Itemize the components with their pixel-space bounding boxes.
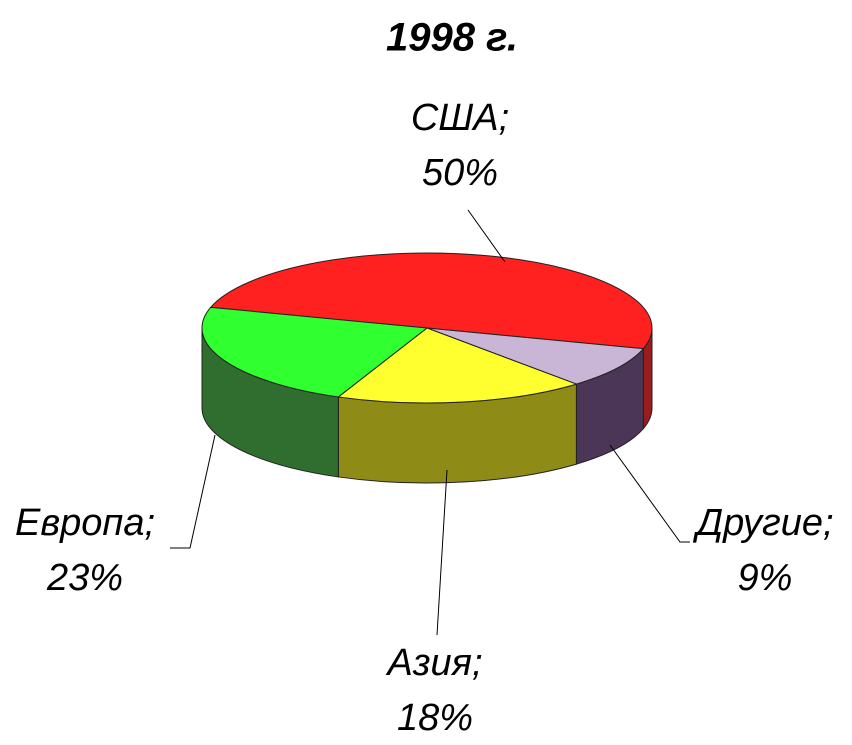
slice: [209, 252, 653, 350]
chart-title: 1998 г.: [386, 16, 518, 60]
value-label: 9%: [738, 557, 793, 599]
leader-line: [609, 444, 690, 543]
leader-line: [436, 469, 448, 636]
category-label: Другие;: [692, 502, 833, 544]
category-label: США;: [411, 97, 509, 139]
leader-line: [467, 209, 506, 263]
value-label: 50%: [422, 152, 498, 194]
value-label: 18%: [397, 697, 473, 739]
slice: [337, 327, 578, 404]
slice: [201, 306, 429, 398]
leader-line: [170, 434, 216, 549]
category-label: Азия;: [386, 642, 483, 684]
category-label: Европа;: [15, 502, 155, 544]
slice: [426, 327, 645, 385]
value-label: 23%: [46, 557, 123, 599]
